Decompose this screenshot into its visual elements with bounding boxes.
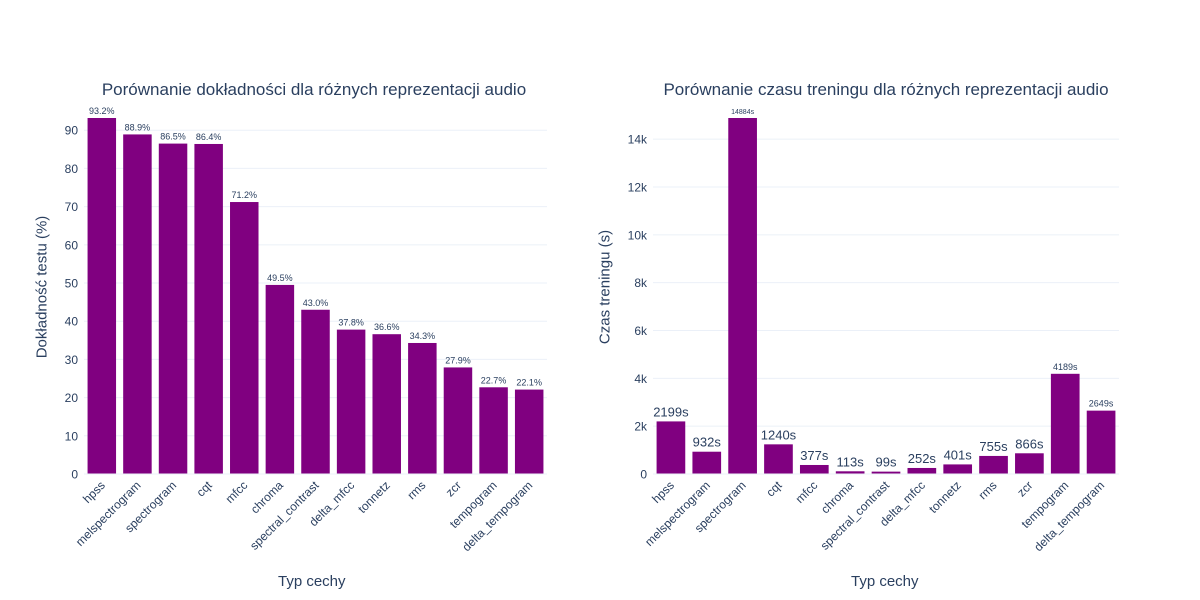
accuracy-data-label: 37.8% — [338, 318, 364, 328]
accuracy-bar — [514, 389, 544, 474]
accuracy-y-tick-label: 80 — [65, 162, 79, 176]
accuracy-bar — [230, 202, 259, 474]
accuracy-bar — [408, 342, 437, 474]
training-time-y-axis-title: Czas treningu (s) — [596, 229, 614, 345]
accuracy-bar — [372, 334, 401, 474]
accuracy-data-label: 86.4% — [196, 132, 222, 142]
accuracy-bar — [194, 143, 223, 474]
accuracy-data-label: 22.1% — [516, 378, 542, 388]
accuracy-y-tick-label: 60 — [65, 238, 79, 252]
accuracy-bar — [479, 387, 508, 474]
accuracy-x-tick-label: tonnetz — [355, 478, 393, 516]
accuracy-data-label: 36.6% — [374, 322, 400, 332]
accuracy-bar — [265, 284, 295, 474]
training-time-chart-title: Porównanie czasu treningu dla różnych re… — [663, 80, 1109, 99]
accuracy-data-label: 93.2% — [89, 106, 115, 116]
accuracy-y-tick-label: 30 — [65, 353, 79, 367]
accuracy-y-tick-label: 0 — [71, 468, 78, 482]
accuracy-bar — [123, 134, 152, 474]
accuracy-y-tick-label: 10 — [65, 429, 79, 443]
accuracy-data-label: 88.9% — [125, 122, 151, 132]
accuracy-data-label: 22.7% — [481, 375, 507, 385]
accuracy-data-label: 43.0% — [303, 298, 329, 308]
accuracy-bar — [301, 309, 330, 474]
accuracy-bar — [158, 143, 188, 474]
accuracy-data-label: 86.5% — [160, 132, 186, 142]
accuracy-x-tick-label: rms — [404, 478, 428, 502]
accuracy-x-tick-label: cqt — [194, 478, 216, 500]
training-time-x-axis-title: Typ cechy — [851, 573, 919, 590]
accuracy-data-label: 49.5% — [267, 273, 293, 283]
accuracy-bar — [443, 367, 473, 474]
accuracy-y-tick-label: 70 — [65, 200, 79, 214]
accuracy-x-tick-label: hpss — [80, 478, 108, 506]
accuracy-x-tick-label: mfcc — [223, 478, 251, 506]
accuracy-x-axis-title: Typ cechy — [278, 573, 346, 590]
accuracy-data-label: 34.3% — [410, 331, 436, 341]
accuracy-bar — [87, 118, 117, 474]
accuracy-y-tick-label: 20 — [65, 391, 79, 405]
accuracy-x-tick-label: zcr — [443, 478, 464, 499]
accuracy-data-label: 27.9% — [445, 355, 471, 365]
accuracy-y-tick-label: 50 — [65, 277, 79, 291]
accuracy-bar — [336, 329, 366, 474]
accuracy-data-label: 71.2% — [232, 190, 258, 200]
accuracy-y-tick-label: 40 — [65, 315, 79, 329]
accuracy-chart-title: Porównanie dokładności dla różnych repre… — [101, 80, 527, 99]
accuracy-y-tick-label: 90 — [65, 124, 79, 138]
